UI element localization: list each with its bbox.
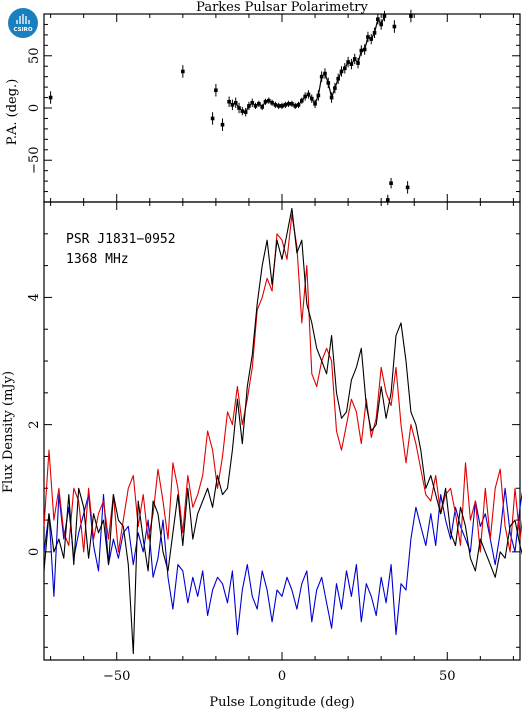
pa-ticks: −50 0 50 bbox=[27, 14, 520, 202]
pa-point bbox=[280, 104, 284, 108]
pa-point bbox=[359, 48, 364, 53]
pa-point bbox=[313, 102, 317, 106]
chart-title: Parkes Pulsar Polarimetry bbox=[196, 0, 368, 15]
pa-point bbox=[389, 181, 393, 185]
pa-y-tick-label: 50 bbox=[27, 48, 42, 65]
circular-polarization-line bbox=[43, 487, 522, 636]
pulsar-name-annotation: PSR J1831−0952 bbox=[66, 232, 176, 247]
pa-point bbox=[319, 74, 324, 79]
pa-point bbox=[290, 102, 294, 106]
pa-point bbox=[366, 35, 370, 39]
profile-panel-frame bbox=[43, 201, 521, 661]
pa-point bbox=[405, 185, 410, 190]
pa-point bbox=[352, 57, 357, 61]
pa-point bbox=[257, 102, 261, 106]
pa-point bbox=[362, 47, 367, 52]
pa-point bbox=[250, 100, 255, 105]
pa-point bbox=[243, 110, 248, 114]
pa-point bbox=[260, 105, 264, 109]
pa-point bbox=[326, 81, 331, 85]
pa-point bbox=[343, 66, 347, 71]
pa-point bbox=[329, 95, 334, 100]
linear-polarization-line bbox=[43, 214, 522, 553]
pa-point bbox=[316, 93, 321, 98]
pa-point bbox=[247, 104, 251, 108]
pa-point bbox=[392, 24, 397, 29]
pa-point bbox=[323, 71, 327, 76]
x-tick-label: −50 bbox=[103, 669, 130, 684]
pa-point bbox=[293, 104, 298, 108]
pa-point bbox=[379, 22, 383, 27]
pa-point bbox=[214, 88, 218, 93]
pa-point bbox=[276, 104, 281, 108]
pa-panel: −50 0 50 P.A. (deg.) bbox=[5, 9, 521, 206]
total-intensity-line bbox=[43, 207, 522, 655]
pa-point bbox=[339, 69, 344, 74]
pa-point bbox=[210, 116, 215, 121]
x-tick-label: 0 bbox=[278, 669, 286, 684]
pa-y-tick-label: −50 bbox=[27, 147, 42, 174]
pa-point bbox=[303, 94, 307, 99]
pa-point bbox=[306, 92, 311, 97]
pa-point bbox=[227, 99, 231, 104]
pa-point bbox=[382, 14, 387, 18]
pa-point bbox=[181, 69, 185, 74]
profile-y-axis-label: Flux Density (mJy) bbox=[1, 371, 16, 493]
profile-y-tick-label: 0 bbox=[27, 548, 42, 556]
csiro-logo: CSIRO bbox=[8, 8, 38, 38]
pa-point bbox=[372, 31, 377, 35]
pa-point bbox=[230, 103, 235, 107]
csiro-logo-text: CSIRO bbox=[13, 27, 32, 33]
pa-point bbox=[263, 99, 268, 104]
profile-y-tick-label: 4 bbox=[27, 293, 42, 301]
pa-points bbox=[48, 9, 413, 206]
pa-point bbox=[296, 103, 301, 107]
pa-point bbox=[309, 96, 314, 101]
pa-point bbox=[346, 60, 350, 64]
x-tick-label: 50 bbox=[439, 669, 456, 684]
profile-panel: 0 2 4 −50 0 50 PSR J1831−0952 1368 MHz Flux D… bbox=[1, 201, 522, 710]
pa-point bbox=[356, 61, 360, 65]
profile-y-tick-label: 2 bbox=[27, 420, 42, 428]
pa-point bbox=[283, 103, 288, 107]
x-axis-label: Pulse Longitude (deg) bbox=[209, 695, 354, 710]
profile-lines bbox=[43, 207, 522, 655]
pa-point bbox=[300, 98, 304, 103]
pa-point bbox=[48, 95, 53, 100]
pa-point bbox=[333, 86, 337, 90]
pa-y-axis-label: P.A. (deg.) bbox=[5, 79, 20, 146]
pa-point bbox=[409, 14, 413, 18]
pa-point bbox=[220, 122, 225, 127]
frequency-annotation: 1368 MHz bbox=[66, 252, 129, 267]
pa-point bbox=[237, 106, 241, 110]
pa-point bbox=[266, 98, 271, 103]
pa-point bbox=[369, 37, 374, 41]
pa-y-tick-label: 0 bbox=[27, 104, 42, 112]
pa-point bbox=[253, 104, 258, 108]
pa-point bbox=[286, 102, 291, 106]
pa-point bbox=[336, 76, 340, 81]
pa-point bbox=[270, 100, 274, 105]
pa-point bbox=[273, 103, 278, 107]
pa-point bbox=[385, 198, 390, 202]
pa-point bbox=[233, 100, 238, 105]
pa-point bbox=[376, 17, 380, 22]
profile-ticks: 0 2 4 −50 0 50 bbox=[27, 201, 520, 684]
pa-point bbox=[240, 109, 245, 113]
pa-point bbox=[349, 62, 354, 66]
